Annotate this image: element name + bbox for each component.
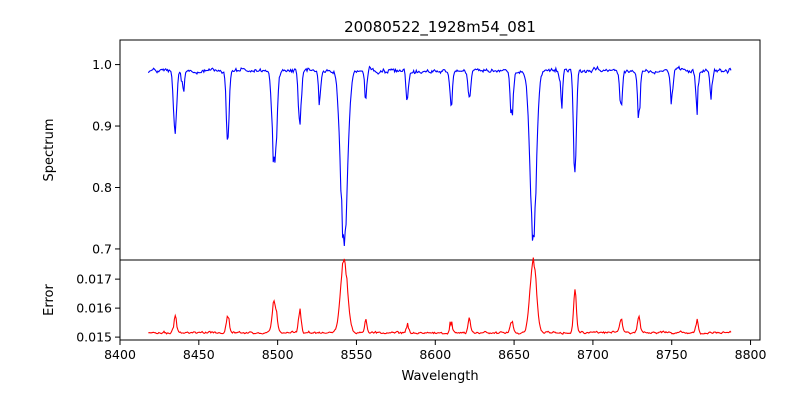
x-tick-label: 8750	[656, 347, 688, 362]
spectrum-y-tick-label: 0.7	[92, 241, 112, 256]
x-axis: 8400 8450 8500 8550 8600 8650 8700 8750 8800	[104, 340, 766, 362]
chart-title: 20080522_1928m54_081	[344, 18, 536, 37]
spectrum-y-tick-label: 0.8	[92, 180, 112, 195]
spectrum-panel: 0.7 0.8 0.9 1.0 Spectrum	[42, 39, 761, 261]
x-tick-label: 8450	[183, 347, 215, 362]
spectrum-y-tick-label: 1.0	[92, 57, 112, 72]
error-panel: 0.015 0.016 0.017 Error	[42, 257, 761, 345]
error-y-axis: 0.015 0.016 0.017	[76, 272, 120, 345]
error-y-tick-label: 0.016	[76, 301, 112, 316]
error-plot-frame	[119, 259, 761, 341]
error-y-tick-label: 0.015	[76, 330, 112, 345]
error-y-axis-label: Error	[42, 284, 57, 316]
x-tick-label: 8500	[262, 347, 294, 362]
x-tick-label: 8400	[104, 347, 136, 362]
x-tick-label: 8650	[498, 347, 530, 362]
spectrum-y-tick-label: 0.9	[92, 119, 112, 134]
error-series-line	[148, 257, 732, 335]
x-tick-label: 8550	[341, 347, 373, 362]
spectrum-y-axis: 0.7 0.8 0.9 1.0	[92, 57, 120, 256]
x-tick-label: 8700	[577, 347, 609, 362]
x-tick-label: 8600	[419, 347, 451, 362]
spectrum-series-line	[147, 65, 732, 246]
spectrum-y-axis-label: Spectrum	[42, 119, 57, 182]
x-tick-label: 8800	[735, 347, 767, 362]
error-y-tick-label: 0.017	[76, 272, 112, 287]
x-axis-label: Wavelength	[401, 369, 478, 384]
